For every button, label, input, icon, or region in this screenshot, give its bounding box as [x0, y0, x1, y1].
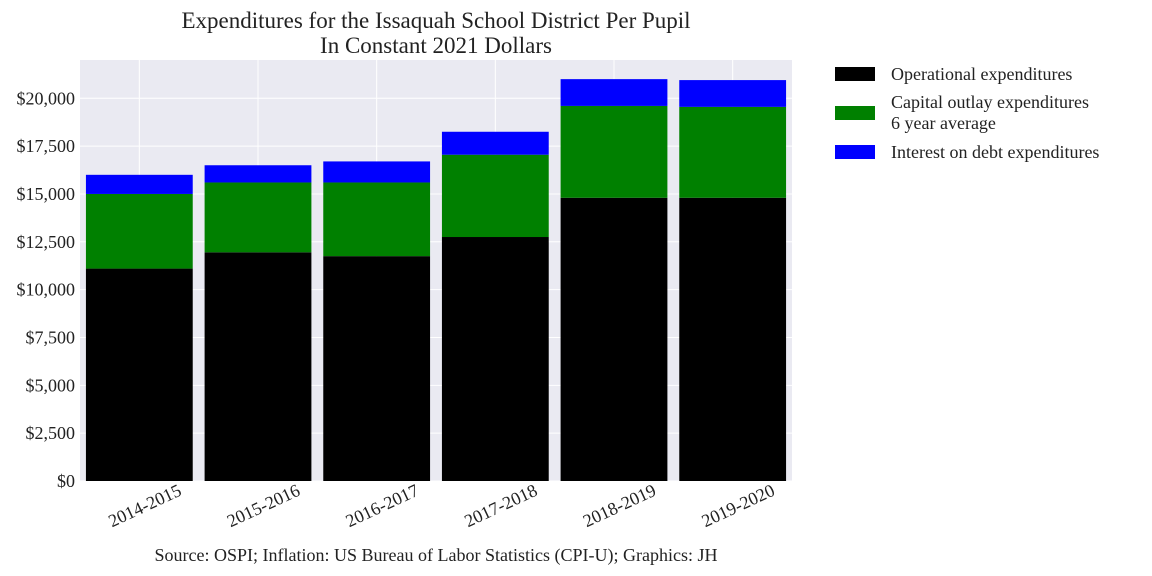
y-tick-label: $15,000 — [17, 184, 76, 204]
x-axis-ticks: 2014-2015 2015-2016 2016-2017 2017-2018 2018… — [105, 480, 777, 531]
bar-segment — [204, 165, 312, 183]
x-tick-label: 2015-2016 — [224, 480, 303, 531]
y-tick-label: $5,000 — [26, 375, 76, 395]
y-tick-label: $0 — [57, 471, 75, 491]
y-tick-label: $2,500 — [26, 423, 76, 443]
bar-segment — [560, 105, 668, 198]
bar-segment — [679, 106, 787, 198]
legend-swatch — [835, 106, 875, 120]
bar-segment — [85, 193, 193, 269]
bar-segment — [204, 252, 312, 481]
x-tick-label: 2018-2019 — [580, 480, 659, 531]
legend-swatch — [835, 67, 875, 81]
x-tick-label: 2017-2018 — [461, 480, 540, 531]
y-tick-label: $10,000 — [17, 280, 76, 300]
bar-segment — [323, 182, 431, 257]
x-tick-label: 2014-2015 — [105, 480, 184, 531]
legend-label: Interest on debt expenditures — [891, 142, 1099, 162]
x-tick-label: 2019-2020 — [699, 480, 778, 531]
legend-label-line: Operational expenditures — [891, 64, 1072, 84]
bar-segment — [204, 182, 312, 253]
bar-segment — [323, 256, 431, 481]
legend: Operational expenditures Capital outlay e… — [835, 64, 1099, 162]
bar-segment — [441, 154, 549, 238]
source-note: Source: OSPI; Inflation: US Bureau of La… — [155, 545, 718, 566]
legend-label-line: Interest on debt expenditures — [891, 142, 1099, 162]
bar-segment — [679, 80, 787, 107]
bar-segment — [85, 268, 193, 481]
legend-label: Capital outlay expenditures 6 year averag… — [891, 92, 1089, 133]
bar-segment — [560, 197, 668, 482]
legend-label: Operational expenditures — [891, 64, 1072, 84]
y-tick-label: $20,000 — [17, 88, 76, 108]
bar-segment — [323, 161, 431, 183]
y-axis-ticks: $0 $2,500 $5,000 $7,500 $10,000 $12,500 $15,00… — [17, 88, 76, 491]
legend-label-line: 6 year average — [891, 113, 996, 133]
bar-segment — [441, 237, 549, 481]
bar-segment — [85, 174, 193, 194]
legend-label-line: Capital outlay expenditures — [891, 92, 1089, 112]
bar-segment — [441, 131, 549, 155]
chart-subtitle: In Constant 2021 Dollars — [320, 33, 552, 58]
legend-swatch — [835, 145, 875, 159]
chart-title: Expenditures for the Issaquah School Dis… — [181, 8, 690, 33]
plot-area — [80, 60, 792, 481]
bars — [85, 79, 787, 482]
x-tick-label: 2016-2017 — [343, 480, 422, 531]
bar-segment — [679, 197, 787, 482]
bar-segment — [560, 79, 668, 106]
y-tick-label: $12,500 — [17, 232, 76, 252]
y-tick-label: $17,500 — [17, 136, 76, 156]
y-tick-label: $7,500 — [26, 327, 76, 347]
